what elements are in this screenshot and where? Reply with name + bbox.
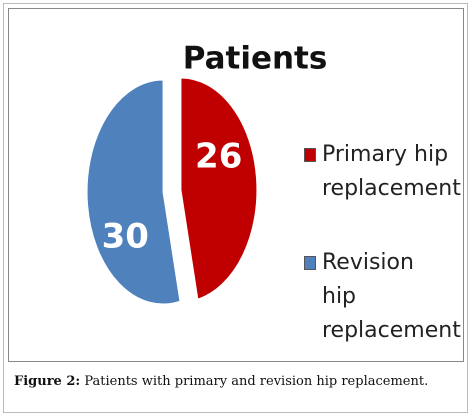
figure-frame (3, 3, 468, 413)
value-label: 26 (195, 136, 242, 176)
caption-label: Figure 2: (14, 374, 81, 389)
legend-swatch (304, 256, 316, 270)
pie-slice (86, 79, 181, 305)
legend-entry: Primary hip replacement (300, 138, 461, 206)
value-label: 30 (102, 217, 149, 257)
legend-entry: Revision hip replacement (300, 246, 461, 348)
caption: Figure 2: Patients with primary and revi… (14, 374, 428, 389)
pie-slice (180, 77, 258, 300)
caption-text: Patients with primary and revision hip r… (84, 374, 429, 389)
legend-label: Primary hip replacement (322, 142, 461, 201)
legend-swatch (304, 148, 316, 162)
legend: Primary hip replacement Revision hip repl… (300, 138, 461, 388)
chart-title: Patients (183, 41, 328, 77)
chart-area (8, 8, 464, 362)
legend-label: Revision hip replacement (322, 250, 461, 343)
